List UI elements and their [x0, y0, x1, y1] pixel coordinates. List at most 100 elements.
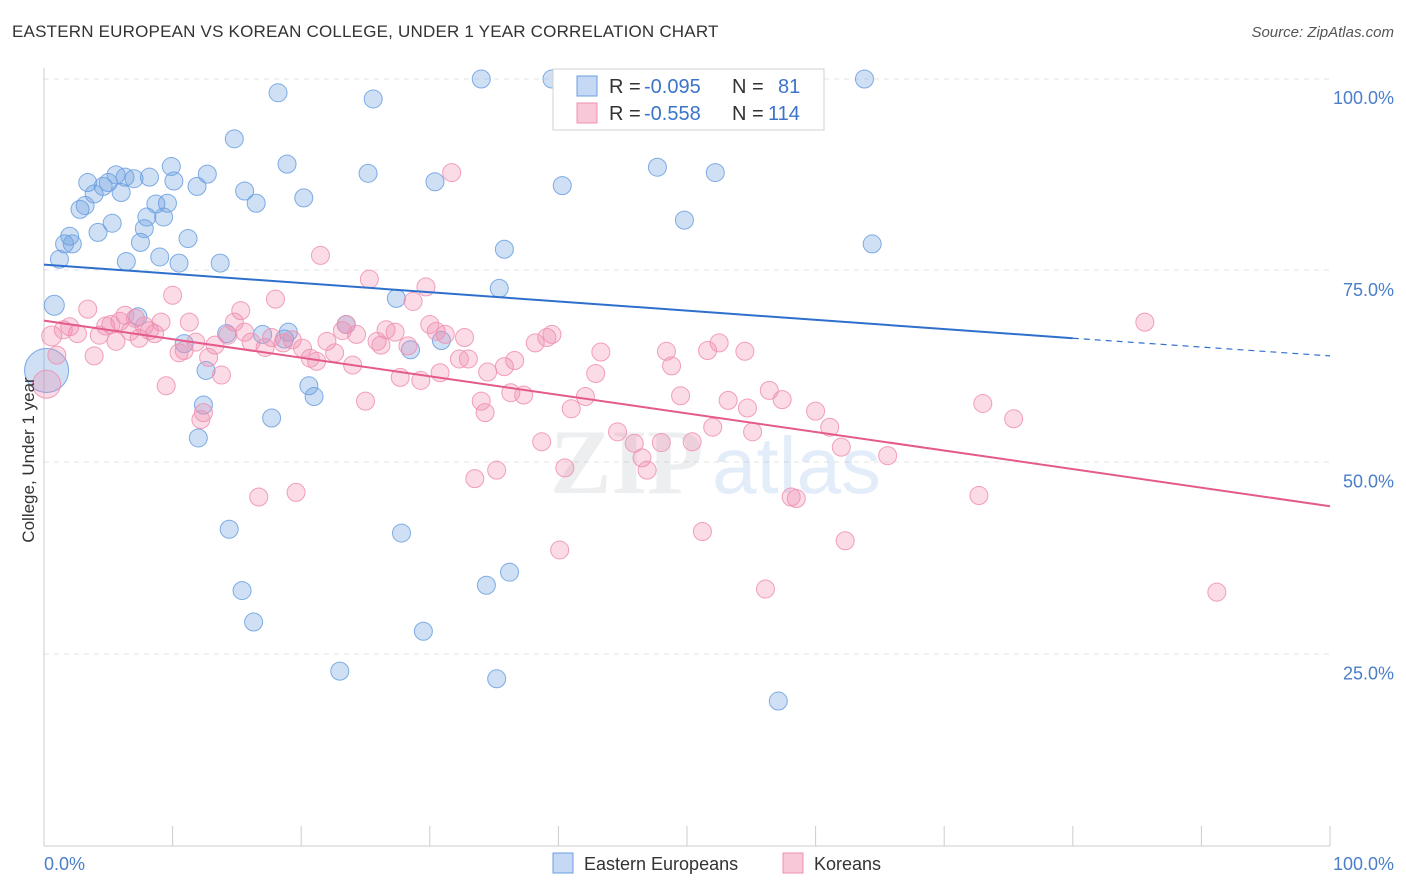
- legend-swatch-koreans: [782, 852, 804, 874]
- data-point: [465, 469, 485, 489]
- data-point: [703, 417, 723, 437]
- data-point: [163, 285, 183, 305]
- data-point: [164, 171, 184, 191]
- chart-source: Source: ZipAtlas.com: [1251, 24, 1394, 41]
- data-point: [232, 581, 252, 601]
- legend-label-eastern-europeans: Eastern Europeans: [584, 854, 738, 874]
- data-point: [392, 523, 412, 543]
- data-point: [768, 691, 788, 711]
- data-point: [235, 322, 255, 342]
- stats-r-value-blue: -0.095: [644, 76, 701, 98]
- data-point: [973, 393, 993, 413]
- data-point: [102, 213, 122, 233]
- svg-text:ZIP: ZIP: [550, 411, 703, 513]
- data-point: [268, 83, 288, 103]
- data-point: [806, 401, 826, 421]
- data-point: [179, 312, 199, 332]
- data-point: [425, 172, 445, 192]
- data-point: [786, 489, 806, 509]
- data-point: [413, 621, 433, 641]
- data-point: [231, 301, 251, 321]
- data-point: [78, 299, 98, 319]
- data-point: [188, 428, 208, 448]
- data-point: [1207, 582, 1227, 602]
- data-point: [532, 432, 552, 452]
- data-point: [346, 324, 366, 344]
- data-point: [878, 446, 898, 466]
- data-point: [561, 399, 581, 419]
- data-point: [262, 408, 282, 428]
- data-point: [671, 386, 691, 406]
- data-point: [487, 460, 507, 480]
- x-tick-label-min: 0.0%: [44, 854, 85, 874]
- data-point: [88, 222, 108, 242]
- stats-swatch-blue: [576, 75, 598, 97]
- data-point: [47, 345, 67, 365]
- data-point: [197, 164, 217, 184]
- y-tick-label: 25.0%: [1343, 663, 1394, 683]
- data-point: [398, 336, 418, 356]
- data-point: [698, 341, 718, 361]
- y-tick-label: 50.0%: [1343, 472, 1394, 492]
- stats-r-value-pink: -0.558: [644, 103, 701, 125]
- stats-r-label-pink: R =: [609, 103, 641, 125]
- data-point: [575, 387, 595, 407]
- data-point: [111, 183, 131, 203]
- data-point: [550, 540, 570, 560]
- data-point: [458, 349, 478, 369]
- data-point: [110, 311, 130, 331]
- data-point: [772, 390, 792, 410]
- data-point: [363, 89, 383, 109]
- data-point: [106, 331, 126, 351]
- data-point: [831, 437, 851, 457]
- data-point: [219, 519, 239, 539]
- data-point: [403, 291, 423, 311]
- data-point: [84, 346, 104, 366]
- data-point: [651, 433, 671, 453]
- data-point: [854, 69, 874, 89]
- y-tick-label: 75.0%: [1343, 280, 1394, 300]
- data-point: [137, 207, 157, 227]
- y-tick-label: 100.0%: [1333, 88, 1394, 108]
- data-point: [705, 163, 725, 183]
- data-point: [835, 531, 855, 551]
- svg-text:atlas: atlas: [712, 421, 881, 510]
- data-point: [32, 369, 62, 399]
- data-point: [310, 245, 330, 265]
- stats-n-label-pink: N =: [732, 103, 764, 125]
- data-point: [656, 341, 676, 361]
- data-point: [336, 314, 356, 334]
- data-point: [718, 390, 738, 410]
- stats-n-label-blue: N =: [732, 76, 764, 98]
- data-point: [187, 176, 207, 196]
- legend-swatch-eastern-europeans: [552, 852, 574, 874]
- data-point: [277, 154, 297, 174]
- x-tick-marks: [43, 826, 1331, 846]
- data-point: [116, 252, 136, 272]
- data-point: [235, 181, 255, 201]
- data-point: [632, 448, 652, 468]
- data-point: [737, 398, 757, 418]
- data-point: [371, 335, 391, 355]
- data-point: [60, 317, 80, 337]
- data-point: [356, 391, 375, 411]
- data-point: [211, 365, 231, 385]
- data-point: [299, 376, 319, 396]
- data-point: [969, 485, 989, 505]
- x-tick-label-max: 100.0%: [1333, 854, 1394, 874]
- data-point: [169, 253, 189, 273]
- trend-line-extension: [1072, 337, 1331, 357]
- data-point: [70, 199, 90, 219]
- data-point: [494, 357, 514, 377]
- data-point: [286, 482, 306, 502]
- data-point: [49, 249, 69, 269]
- data-point: [743, 422, 763, 442]
- data-point: [682, 432, 702, 452]
- data-point: [246, 193, 266, 213]
- data-point: [735, 341, 755, 361]
- data-point: [505, 350, 525, 370]
- data-point: [476, 575, 496, 595]
- data-point: [193, 395, 213, 415]
- data-point: [552, 176, 572, 196]
